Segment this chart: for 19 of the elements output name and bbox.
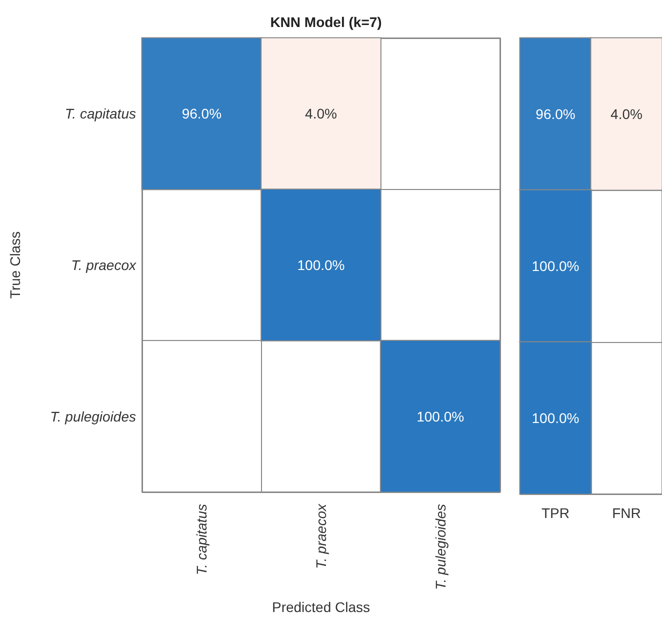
x-tick-label: T. pulegioides [432,504,448,590]
x-axis-title: Predicted Class [272,599,370,615]
data-label: 4.0% [610,106,642,122]
data-label: 100.0% [297,257,345,273]
data-label: 96.0% [182,106,222,122]
data-label: 100.0% [532,258,580,274]
chart-title: KNN Model (k=7) [270,14,382,30]
data-label: 100.0% [532,410,580,426]
data-label: 100.0% [416,408,464,424]
y-tick-label: T. pulegioides [50,408,136,424]
y-tick-label: T. praecox [71,257,137,273]
y-axis-title: True Class [7,231,23,299]
x-tick-label: T. capitatus [194,504,210,576]
data-label: 4.0% [305,106,337,122]
x-tick-label: FNR [612,505,641,521]
x-tick-label: TPR [542,505,570,521]
data-label: 96.0% [536,106,576,122]
x-tick-label: T. praecox [313,503,329,569]
y-tick-label: T. capitatus [64,106,136,122]
